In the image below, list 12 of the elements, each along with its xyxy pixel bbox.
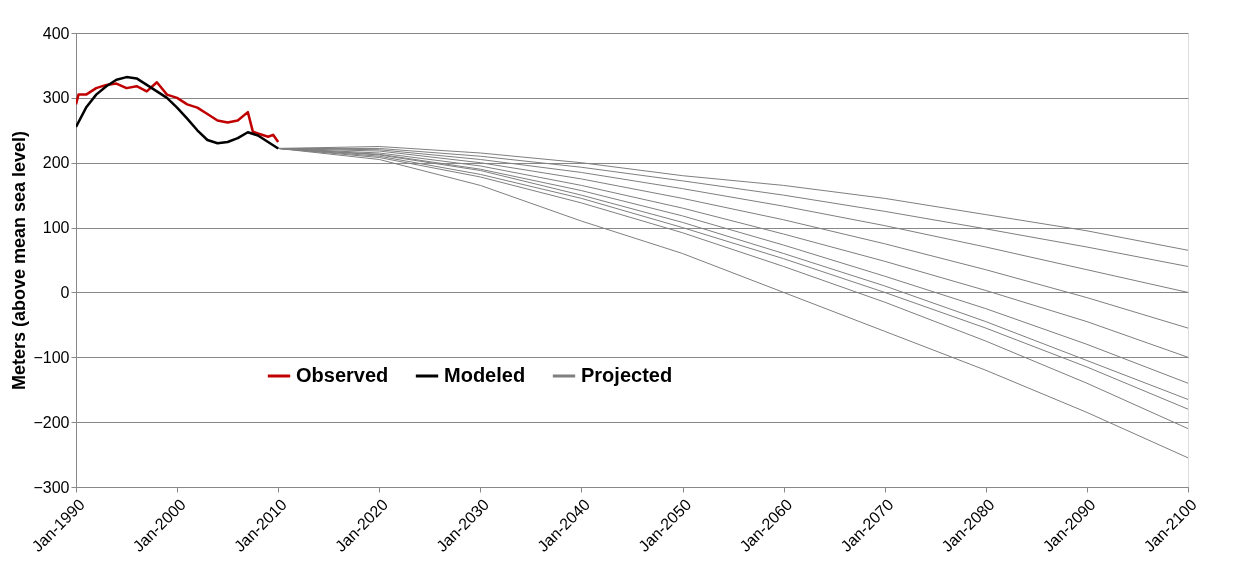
y-tick-label: −200 [33,413,70,431]
y-tick-label: −100 [33,348,70,366]
y-tick-label: 0 [60,283,70,301]
y-tick-label: 400 [42,24,70,42]
legend-label: Projected [581,364,673,386]
y-tick-label: 300 [42,89,70,107]
y-axis-title: Meters (above mean sea level) [9,130,30,391]
legend-label: Observed [296,364,389,386]
y-tick-label: −300 [33,478,70,496]
y-tick-label: 100 [42,219,70,237]
legend-label: Modeled [444,364,526,386]
y-tick-label: 200 [42,154,70,172]
